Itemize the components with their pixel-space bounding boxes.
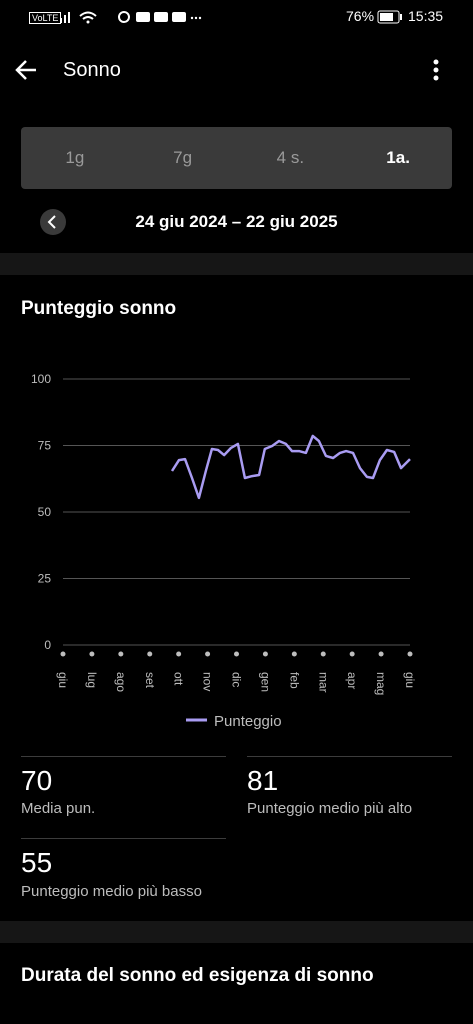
- x-tick-label: mar: [316, 672, 330, 693]
- stat-value: 70: [21, 765, 53, 796]
- tab[interactable]: 7g: [173, 148, 193, 167]
- x-tick-dot: [89, 651, 95, 657]
- menu-button[interactable]: [428, 58, 444, 82]
- x-tick-label: feb: [287, 672, 301, 689]
- x-tick-label: gen: [258, 672, 272, 692]
- stat-value: 55: [21, 847, 53, 878]
- x-tick-label: nov: [201, 672, 215, 691]
- battery-percent: 76%: [346, 8, 375, 24]
- card-title: Punteggio sonno: [21, 298, 177, 319]
- legend-label: Punteggio: [214, 713, 282, 730]
- y-tick-label: 25: [38, 572, 52, 586]
- x-tick-dot: [378, 651, 384, 657]
- y-tick-label: 0: [44, 638, 51, 652]
- x-tick-dot: [60, 651, 66, 657]
- x-tick-label: set: [143, 672, 157, 689]
- x-tick-label: ago: [114, 672, 128, 692]
- stat-value: 81: [247, 765, 279, 796]
- stat-label: Punteggio medio più basso: [21, 883, 202, 900]
- tab[interactable]: 4 s.: [276, 148, 305, 167]
- separator: [0, 253, 473, 275]
- divider: [247, 756, 452, 757]
- x-tick-label: giu: [56, 672, 70, 688]
- back-button[interactable]: [14, 58, 40, 82]
- date-range: 24 giu 2024 – 22 giu 2025: [135, 212, 338, 231]
- x-tick-label: dic: [230, 672, 244, 687]
- y-tick-label: 75: [38, 439, 52, 453]
- x-tick-dot: [320, 651, 326, 657]
- section-title: Durata del sonno ed esigenza di sonno: [21, 965, 374, 986]
- tab[interactable]: 1a.: [386, 148, 410, 167]
- x-tick-dot: [349, 651, 355, 657]
- x-tick-dot: [234, 651, 239, 657]
- x-tick-label: apr: [345, 672, 359, 689]
- data-line: [170, 434, 411, 500]
- x-tick-label: mag: [374, 672, 388, 695]
- period-tabs: 1g 7g 4 s. 1a.: [21, 127, 452, 189]
- y-tick-label: 100: [31, 372, 51, 386]
- battery-icon: [377, 10, 402, 24]
- x-tick-dot: [118, 651, 124, 657]
- x-tick-dot: [291, 651, 297, 657]
- y-tick-label: 50: [38, 505, 52, 519]
- x-tick-dot: [205, 651, 211, 657]
- x-tick-dot: [407, 651, 413, 657]
- stat-label: Media pun.: [21, 800, 96, 817]
- x-tick-dot: [262, 651, 268, 657]
- divider: [21, 838, 226, 839]
- x-tick-dot: [176, 651, 182, 657]
- x-tick-dot: [147, 651, 153, 657]
- x-tick-label: lug: [85, 672, 99, 688]
- divider: [21, 756, 226, 757]
- x-tick-label: giu: [403, 672, 417, 688]
- prev-period[interactable]: [39, 208, 67, 236]
- separator: [0, 921, 473, 943]
- page-title: Sonno: [63, 59, 121, 81]
- clock: 15:35: [408, 8, 444, 24]
- chart: 0 25 50 75 100 giu lug ago set ott nov dic gen feb mar…: [31, 372, 417, 730]
- x-tick-label: ott: [172, 672, 186, 686]
- status-icons: [60, 11, 202, 24]
- tab[interactable]: 1g: [65, 148, 85, 167]
- stat-label: Punteggio medio più alto: [247, 800, 413, 817]
